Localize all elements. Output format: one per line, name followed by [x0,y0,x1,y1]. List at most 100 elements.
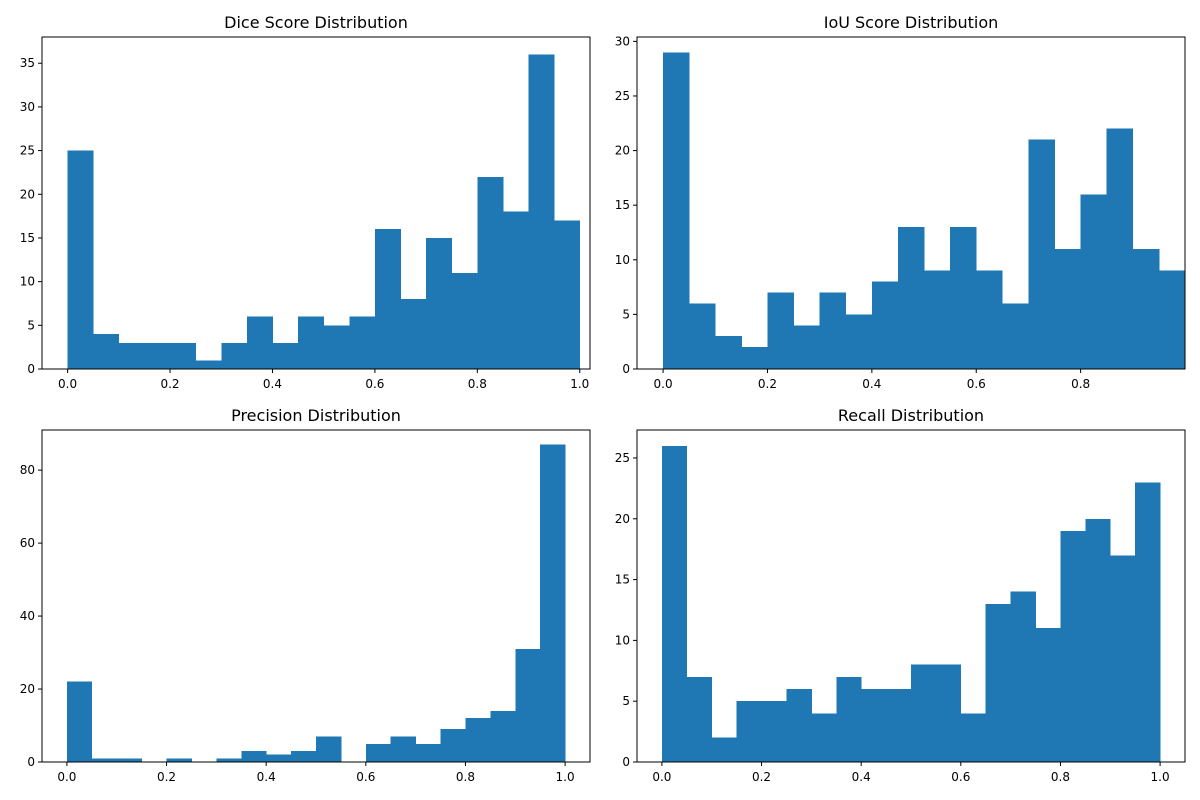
iou-score-y-tick-label: 25 [615,89,630,103]
recall-x-tick-label: 0.4 [852,770,871,784]
recall-y-tick-label: 20 [615,512,630,526]
recall-bar [811,713,837,762]
precision-bar [515,648,541,762]
dice-score-bar [221,342,248,369]
iou-score-bar [767,292,794,369]
dice-score-x-tick-label: 0.0 [58,377,77,391]
recall-x-tick-label: 0.2 [752,770,771,784]
dice-score-bar [323,325,350,369]
precision-x-tick-label: 1.0 [556,770,575,784]
iou-score-bar [950,227,977,369]
recall-x-tick-label: 1.0 [1151,770,1170,784]
iou-score-axes-frame [636,36,1186,370]
recall-bar [786,689,812,762]
iou-score-y-tick-label: 5 [622,307,630,321]
iou-score-bar [819,292,847,369]
dice-score-bar [67,150,94,369]
iou-score-bar [845,314,873,369]
recall-y-tick-label: 0 [622,755,630,769]
iou-score-bar [1132,248,1160,369]
iou-score-y-tick-label: 10 [615,253,630,267]
iou-score-bar [924,270,951,369]
precision-chart-title: Precision Distribution [231,406,401,425]
precision-bar [241,751,267,762]
precision-axes-frame [41,429,591,763]
precision-y-tick-label: 0 [27,755,35,769]
recall-bar [711,737,738,762]
dice-score-x-tick-label: 0.6 [365,377,384,391]
dice-score-bar [118,342,145,369]
dice-score-axes-frame [41,36,591,370]
dice-score-bar [195,360,222,369]
recall-bar [1085,518,1111,762]
recall-bar [686,676,713,762]
recall-bar [1060,530,1086,762]
precision-bar [316,736,342,762]
precision-bar [216,758,242,762]
iou-score-x-tick-label: 0.8 [1071,377,1090,391]
precision-bar [540,444,566,762]
precision-y-tick-label: 60 [20,536,35,550]
precision-y-tick-label: 20 [20,682,35,696]
dice-score-x-tick-label: 1.0 [570,377,589,391]
iou-score-bar [1080,194,1108,369]
precision-y-tick-label: 40 [20,609,35,623]
dice-score-y-tick-label: 15 [20,231,35,245]
precision-bar [291,751,317,762]
recall-x-tick-label: 0.8 [1051,770,1070,784]
recall-chart-title: Recall Distribution [838,406,984,425]
dice-score-bar [554,220,581,369]
dice-score-bar [170,342,197,369]
iou-score-bar [689,303,716,369]
precision-x-tick-label: 0.4 [257,770,276,784]
precision-y-tick-label: 80 [20,463,35,477]
recall-bar [836,676,862,762]
recall-bar [661,445,688,762]
iou-score-y-tick-label: 30 [615,34,630,48]
dice-score-y-tick-label: 0 [27,362,35,376]
precision-bar [390,736,417,762]
iou-score-histogram-panel: IoU Score Distribution 0.0 0.2 0.4 0.6 0.8 0 5 1… [615,13,1186,391]
recall-bar [1135,482,1161,762]
iou-score-x-tick-label: 0.6 [967,377,986,391]
recall-y-tick-label: 5 [622,694,630,708]
iou-score-bar [976,270,1003,369]
dice-score-bar [400,299,427,369]
recall-x-tick-label: 0.6 [951,770,970,784]
precision-x-tick-label: 0.2 [157,770,176,784]
iou-score-bar [1106,128,1134,369]
dice-score-bar [451,272,478,369]
dice-score-x-tick-label: 0.2 [160,377,179,391]
recall-axes-frame [636,429,1186,763]
recall-bar [1110,555,1136,762]
iou-score-x-tick-label: 0.0 [654,377,673,391]
precision-x-tick-label: 0.0 [57,770,76,784]
recall-bar [960,713,987,762]
recall-bar [935,664,962,762]
recall-y-tick-label: 15 [615,573,630,587]
precision-x-tick-label: 0.6 [356,770,375,784]
dice-score-y-tick-label: 35 [20,56,35,70]
precision-x-tick-label: 0.8 [456,770,475,784]
dice-score-bar [502,211,529,369]
recall-bar [886,689,912,762]
dice-score-y-tick-label: 25 [20,144,35,158]
iou-score-bar [793,325,821,369]
recall-bar [1035,628,1061,762]
dice-score-histogram-panel: Dice Score Distribution 0.0 0.2 0.4 0.6 0.8 1.… [20,13,591,391]
precision-bar [365,743,392,762]
iou-score-bar [1158,270,1186,369]
iou-score-bar [663,52,690,369]
dice-score-x-tick-label: 0.8 [468,377,487,391]
dice-score-chart-title: Dice Score Distribution [224,13,408,32]
iou-score-bar [1054,248,1082,369]
dice-score-bar [349,316,376,369]
dice-score-x-tick-label: 0.4 [263,377,282,391]
precision-bar [91,758,118,762]
dice-score-bar [426,237,453,369]
dice-score-y-tick-label: 10 [20,275,35,289]
iou-score-bar [1028,139,1055,369]
iou-score-x-tick-label: 0.2 [758,377,777,391]
dice-score-bar [298,316,325,369]
